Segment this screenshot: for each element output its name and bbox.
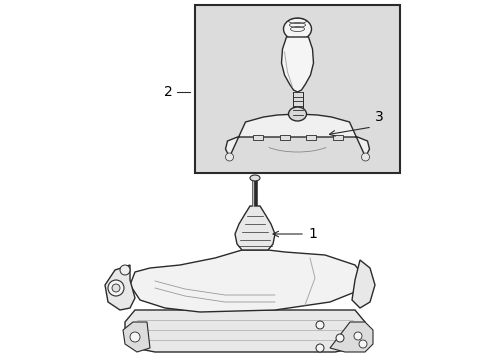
Text: 1: 1: [308, 227, 317, 241]
Circle shape: [130, 332, 140, 342]
Ellipse shape: [289, 107, 307, 121]
Circle shape: [336, 334, 344, 342]
Polygon shape: [235, 206, 275, 250]
Polygon shape: [123, 322, 150, 352]
Polygon shape: [352, 260, 375, 308]
Circle shape: [120, 265, 130, 275]
Ellipse shape: [284, 18, 312, 40]
Bar: [333, 135, 343, 140]
Text: 3: 3: [375, 110, 384, 124]
Circle shape: [362, 153, 369, 161]
Circle shape: [108, 280, 124, 296]
Bar: [195, 5, 400, 173]
Circle shape: [354, 332, 362, 340]
Bar: [252, 135, 263, 140]
Bar: [279, 135, 290, 140]
Circle shape: [359, 340, 367, 348]
Bar: [305, 135, 316, 140]
Circle shape: [316, 344, 324, 352]
Polygon shape: [105, 265, 135, 310]
Circle shape: [225, 153, 234, 161]
Circle shape: [316, 321, 324, 329]
Circle shape: [112, 284, 120, 292]
Polygon shape: [281, 37, 314, 92]
Polygon shape: [125, 310, 365, 352]
Polygon shape: [330, 322, 373, 352]
Ellipse shape: [250, 175, 260, 181]
Text: 2: 2: [164, 85, 173, 99]
Polygon shape: [130, 250, 365, 312]
Polygon shape: [225, 114, 369, 157]
